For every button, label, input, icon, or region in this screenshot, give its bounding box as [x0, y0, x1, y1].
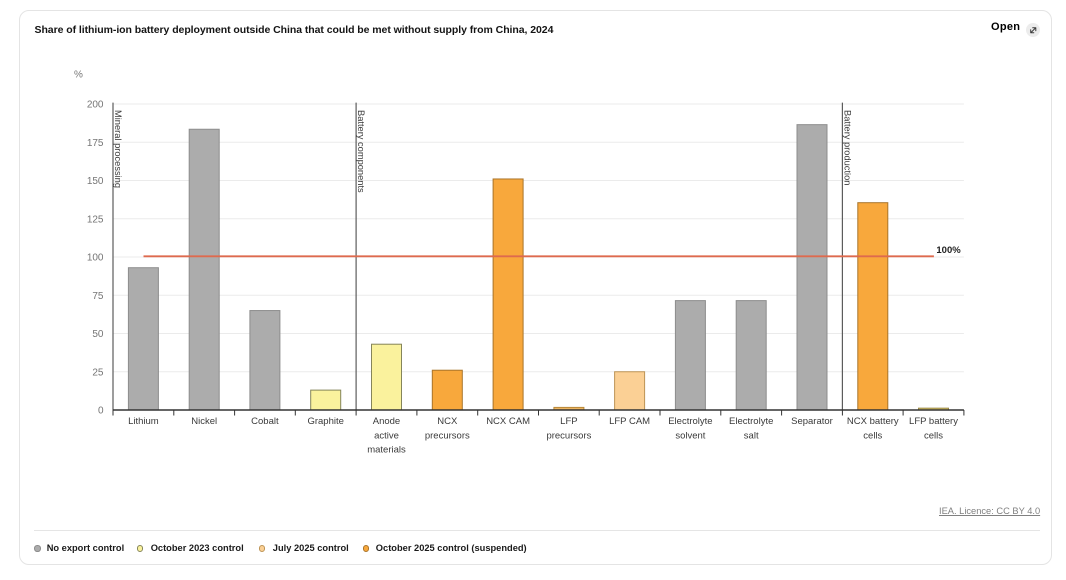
- svg-text:LFP battery: LFP battery: [909, 416, 958, 427]
- svg-text:50: 50: [92, 329, 104, 340]
- svg-text:125: 125: [87, 214, 104, 225]
- svg-text:Mineral processing: Mineral processing: [113, 110, 123, 188]
- svg-text:Separator: Separator: [791, 416, 833, 427]
- svg-text:75: 75: [92, 291, 104, 302]
- svg-text:LFP CAM: LFP CAM: [609, 416, 650, 427]
- svg-text:Electrolyte: Electrolyte: [729, 416, 773, 427]
- svg-text:100: 100: [87, 253, 104, 264]
- svg-text:salt: salt: [744, 430, 759, 441]
- svg-text:Anode: Anode: [373, 416, 400, 427]
- svg-text:0: 0: [98, 406, 104, 417]
- svg-text:precursors: precursors: [546, 430, 591, 441]
- svg-text:Nickel: Nickel: [191, 416, 217, 427]
- svg-text:25: 25: [92, 367, 104, 378]
- svg-text:cells: cells: [863, 430, 882, 441]
- svg-text:Lithium: Lithium: [128, 416, 159, 427]
- svg-text:NCX CAM: NCX CAM: [486, 416, 530, 427]
- svg-text:150: 150: [87, 176, 104, 187]
- svg-text:Battery components: Battery components: [356, 110, 366, 193]
- svg-text:solvent: solvent: [675, 430, 705, 441]
- svg-text:LFP: LFP: [560, 416, 577, 427]
- svg-text:cells: cells: [924, 430, 943, 441]
- svg-text:materials: materials: [367, 445, 406, 456]
- svg-text:NCX: NCX: [437, 416, 458, 427]
- svg-text:Cobalt: Cobalt: [251, 416, 279, 427]
- svg-text:Graphite: Graphite: [307, 416, 343, 427]
- svg-text:200: 200: [87, 100, 104, 111]
- svg-text:%: %: [74, 70, 83, 81]
- svg-text:NCX battery: NCX battery: [847, 416, 899, 427]
- svg-text:precursors: precursors: [425, 430, 470, 441]
- svg-text:active: active: [374, 430, 399, 441]
- svg-text:Battery production: Battery production: [842, 110, 852, 185]
- svg-text:Electrolyte: Electrolyte: [668, 416, 712, 427]
- svg-text:175: 175: [87, 138, 104, 149]
